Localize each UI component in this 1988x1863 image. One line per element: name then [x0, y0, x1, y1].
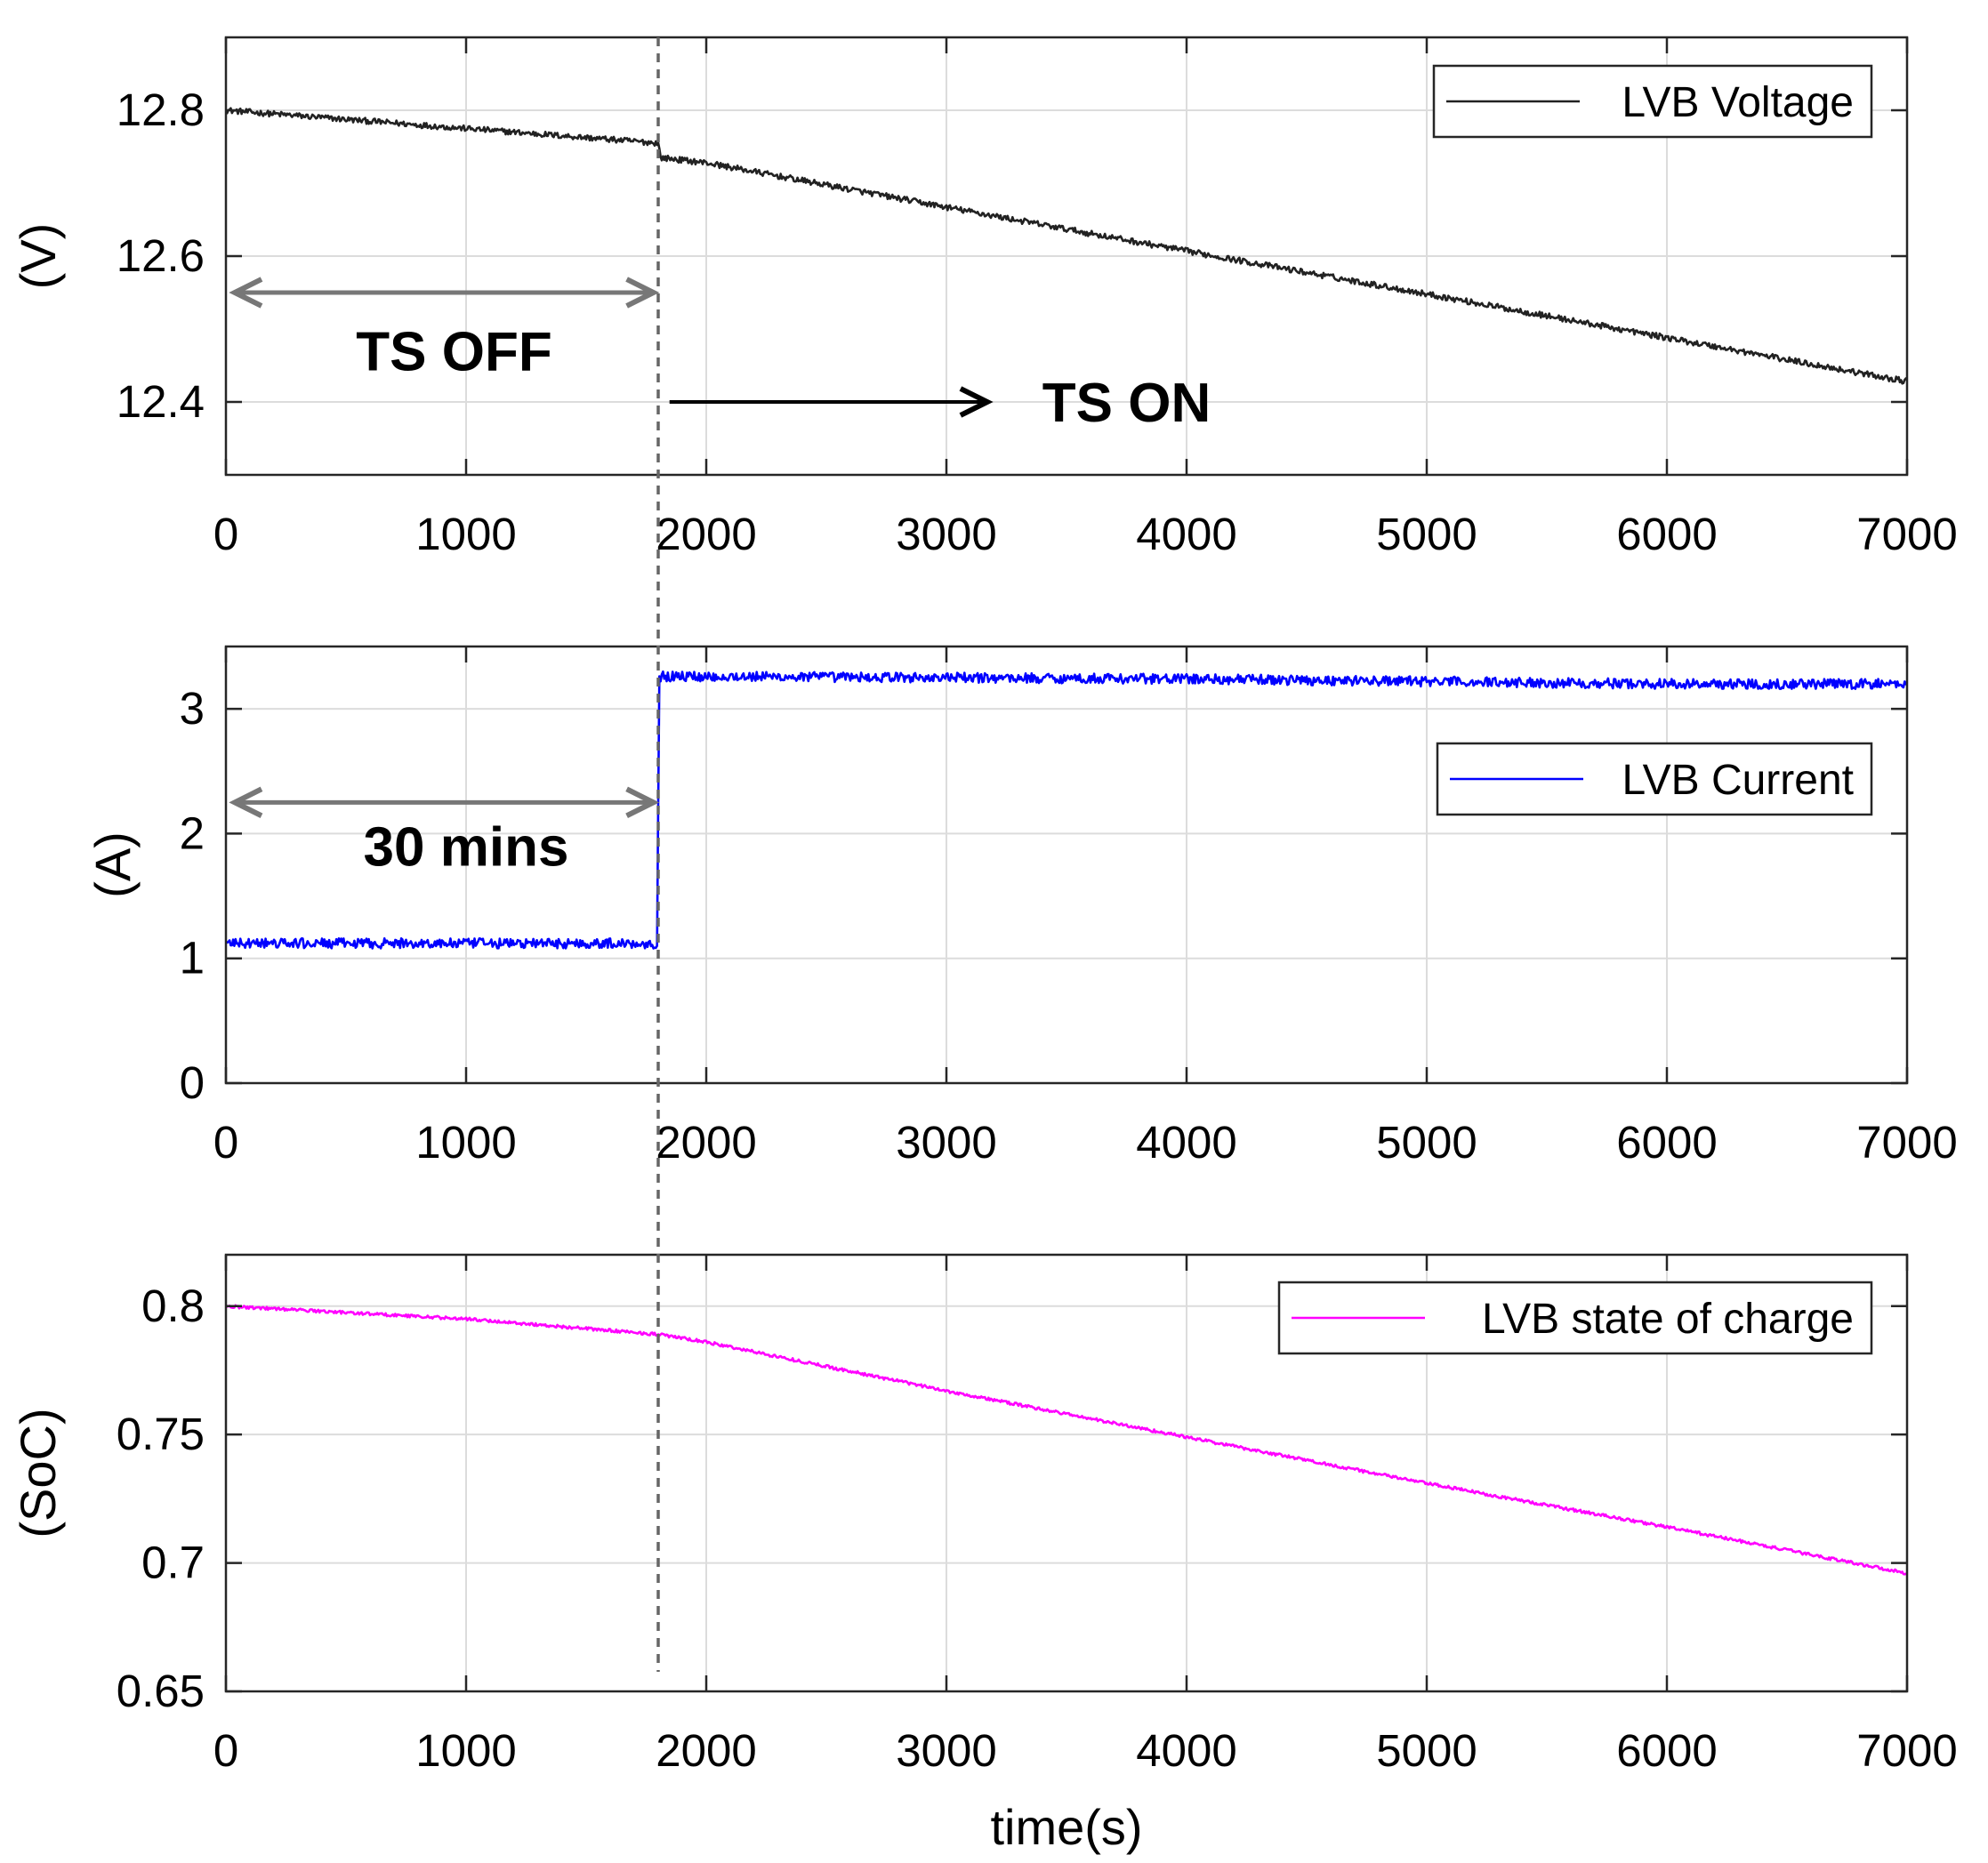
current-xtick-label-7000: 7000 — [1856, 1117, 1957, 1168]
voltage-xtick-label-7000: 7000 — [1856, 509, 1957, 559]
current-ytick-label-1: 1 — [180, 933, 205, 984]
voltage-annotation-arrowhead-right-0 — [625, 277, 660, 309]
voltage-annotations: TS OFF TS ON — [229, 277, 1211, 434]
current-legend: LVB Current — [1436, 742, 1873, 816]
current-series-line-0 — [225, 670, 1909, 950]
soc-axes-frame — [224, 1253, 1909, 1693]
current-annotations: 30 mins — [229, 786, 660, 878]
soc-ytick-label-0.75: 0.75 — [117, 1409, 205, 1459]
voltage-xtick-label-5000: 5000 — [1376, 509, 1477, 559]
voltage-annotation-arrowhead-left-0 — [229, 277, 263, 309]
soc-xtick-label-2000: 2000 — [656, 1725, 756, 1776]
voltage-y-axis-label: (V) — [10, 223, 66, 290]
current-legend-label: LVB Current — [1622, 757, 1854, 804]
soc-xtick-label-3000: 3000 — [896, 1725, 996, 1776]
current-ytick-label-3: 3 — [180, 683, 205, 734]
voltage-annotation-label-1: TS ON — [1042, 373, 1211, 434]
current-xtick-label-2000: 2000 — [656, 1117, 756, 1168]
soc-series-line-0 — [224, 1304, 1908, 1576]
soc-panel: 0 1000 2000 3000 4000 5000 6000 7000 0.65 0.7 0.75… — [10, 1253, 1958, 1855]
voltage-annotation-arrowhead-right-1 — [959, 386, 994, 418]
soc-series — [224, 1304, 1908, 1576]
voltage-legend-label: LVB Voltage — [1622, 79, 1854, 126]
soc-ytick-label-0.65: 0.65 — [117, 1666, 205, 1716]
current-xtick-label-4000: 4000 — [1136, 1117, 1236, 1168]
current-xtick-label-3000: 3000 — [896, 1117, 996, 1168]
voltage-ytick-label-12.8: 12.8 — [117, 84, 205, 135]
current-annotation-label-0: 30 mins — [364, 816, 569, 878]
soc-xtick-label-4000: 4000 — [1136, 1725, 1236, 1776]
current-ytick-label-0: 0 — [180, 1057, 205, 1108]
soc-xtick-label-7000: 7000 — [1856, 1725, 1957, 1776]
current-xtick-label-0: 0 — [213, 1117, 238, 1168]
current-ytick-label-2: 2 — [180, 807, 205, 858]
current-panel: 0 1000 2000 3000 4000 5000 6000 7000 0 1 2 3 30 min… — [85, 645, 1958, 1168]
voltage-xtick-label-1000: 1000 — [415, 509, 516, 559]
voltage-xtick-label-2000: 2000 — [656, 509, 756, 559]
soc-ticks: 0 1000 2000 3000 4000 5000 6000 7000 0.65 0.7 0.75… — [117, 1255, 1958, 1776]
voltage-xtick-label-6000: 6000 — [1616, 509, 1717, 559]
soc-y-axis-label: (SoC) — [10, 1408, 66, 1538]
voltage-xtick-label-3000: 3000 — [896, 509, 996, 559]
voltage-series — [225, 107, 1909, 385]
soc-xtick-label-0: 0 — [213, 1725, 238, 1776]
soc-xtick-label-6000: 6000 — [1616, 1725, 1717, 1776]
time-x-axis-label: time(s) — [990, 1799, 1142, 1855]
voltage-xtick-label-0: 0 — [213, 509, 238, 559]
voltage-xtick-label-4000: 4000 — [1136, 509, 1236, 559]
voltage-legend: LVB Voltage — [1432, 64, 1873, 139]
current-axes-frame — [224, 645, 1909, 1085]
voltage-ticks: 0 1000 2000 3000 4000 5000 6000 7000 12.4 12.6 12.… — [117, 37, 1958, 559]
current-xtick-label-5000: 5000 — [1376, 1117, 1477, 1168]
current-xtick-label-1000: 1000 — [415, 1117, 516, 1168]
current-y-axis-label: (A) — [85, 831, 141, 898]
soc-ytick-label-0.8: 0.8 — [141, 1281, 205, 1331]
soc-legend: LVB state of charge — [1277, 1281, 1873, 1355]
current-xtick-label-6000: 6000 — [1616, 1117, 1717, 1168]
current-ticks: 0 1000 2000 3000 4000 5000 6000 7000 0 1 2 3 — [180, 646, 1958, 1168]
soc-xtick-label-1000: 1000 — [415, 1725, 516, 1776]
voltage-series-line-0 — [225, 107, 1909, 385]
voltage-panel: 0 1000 2000 3000 4000 5000 6000 7000 12.4 12.6 12.… — [10, 36, 1958, 559]
current-annotation-arrowhead-right-0 — [625, 786, 660, 819]
voltage-annotation-label-0: TS OFF — [356, 322, 551, 383]
current-annotation-arrowhead-left-0 — [229, 786, 263, 819]
soc-xtick-label-5000: 5000 — [1376, 1725, 1477, 1776]
voltage-ytick-label-12.4: 12.4 — [117, 376, 205, 427]
soc-ytick-label-0.7: 0.7 — [141, 1538, 205, 1588]
soc-legend-label: LVB state of charge — [1482, 1296, 1854, 1343]
current-series — [225, 670, 1909, 950]
voltage-ytick-label-12.6: 12.6 — [117, 230, 205, 281]
